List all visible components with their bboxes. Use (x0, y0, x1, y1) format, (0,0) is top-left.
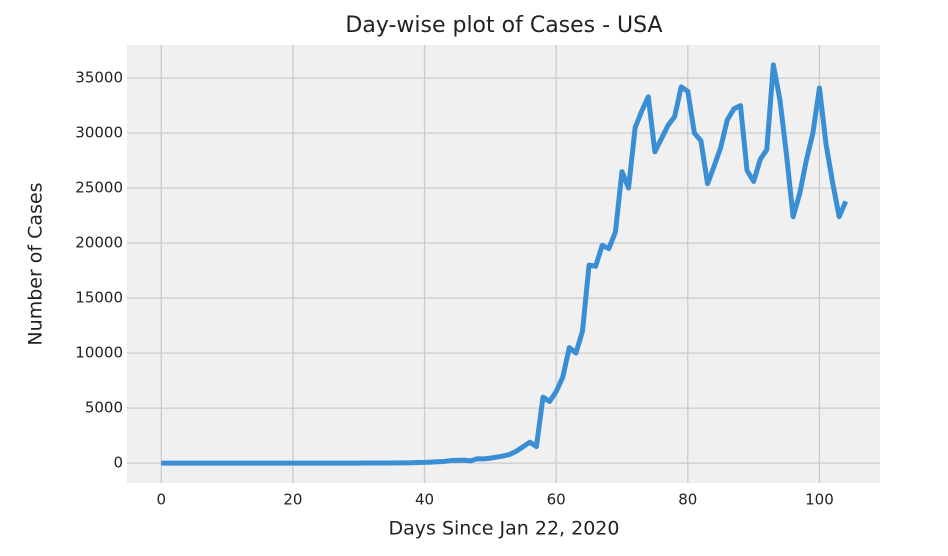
plot-background (127, 45, 880, 483)
y-tick-label: 25000 (75, 179, 123, 197)
x-axis-label: Days Since Jan 22, 2020 (389, 518, 620, 540)
x-tick-label: 0 (156, 491, 166, 509)
chart-title: Day-wise plot of Cases - USA (345, 13, 662, 38)
data-line (161, 62, 849, 466)
y-tick-label: 0 (113, 454, 123, 472)
y-tick-label: 20000 (75, 234, 123, 252)
y-tick-label: 35000 (75, 69, 123, 87)
x-tick-label: 80 (678, 491, 697, 509)
x-tick-label: 60 (547, 491, 566, 509)
x-tick-label: 40 (415, 491, 434, 509)
x-tick-label: 20 (283, 491, 302, 509)
x-tick-label: 100 (805, 491, 834, 509)
y-tick-label: 30000 (75, 124, 123, 142)
y-tick-label: 5000 (85, 399, 123, 417)
y-tick-label: 10000 (75, 344, 123, 362)
y-tick-label: 15000 (75, 289, 123, 307)
y-axis-label: Number of Cases (25, 182, 47, 345)
